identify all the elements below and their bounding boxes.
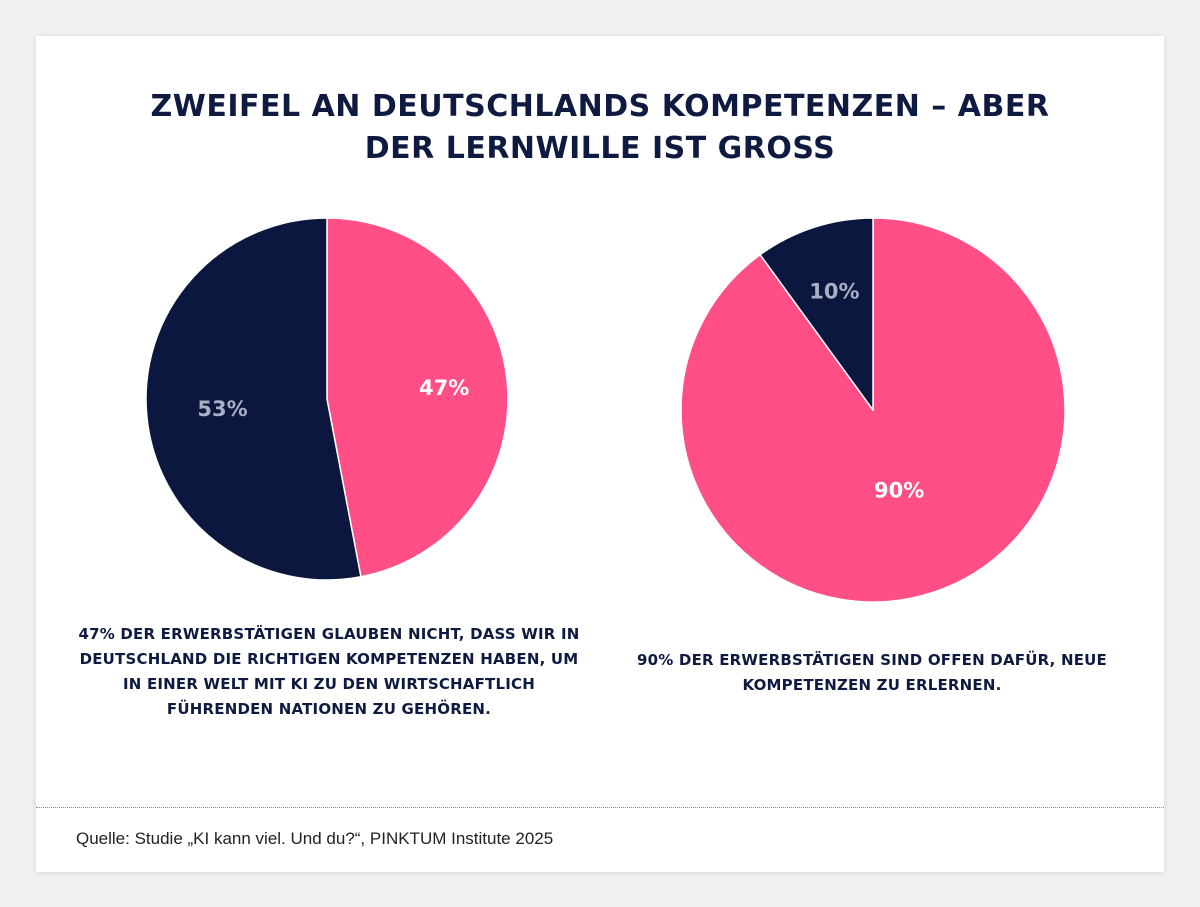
pie-1-slice-10pct: [759, 217, 874, 411]
title-line-1: ZWEIFEL AN DEUTSCHLANDS KOMPETENZEN – AB…: [150, 89, 1050, 124]
page-title: ZWEIFEL AN DEUTSCHLANDS KOMPETENZEN – AB…: [0, 86, 1200, 170]
pie-0-label-47pct: 47%: [419, 376, 469, 400]
pie-1-label-90pct: 90%: [874, 478, 924, 502]
caption-learning-openness: 90% der Erwerbstätigen sind offen dafür,…: [637, 651, 1107, 694]
pie-chart-learning-openness: 90% 10%: [680, 217, 1066, 603]
pie-1-label-10pct: 10%: [809, 279, 859, 303]
pie-0-slice-53pct: [145, 217, 362, 581]
pie-0-label-53pct: 53%: [197, 397, 247, 421]
pie-0-slice-47pct: [326, 217, 509, 578]
title-line-2: DER LERNWILLE IST GROSS: [364, 131, 836, 166]
source-note: Quelle: Studie „KI kann viel. Und du?“, …: [76, 829, 554, 848]
pie-chart-competence-doubt: 47% 53%: [145, 217, 509, 581]
caption-competence-doubt: 47% der Erwerbstätigen glauben nicht, da…: [78, 625, 580, 718]
divider: [36, 807, 1164, 808]
